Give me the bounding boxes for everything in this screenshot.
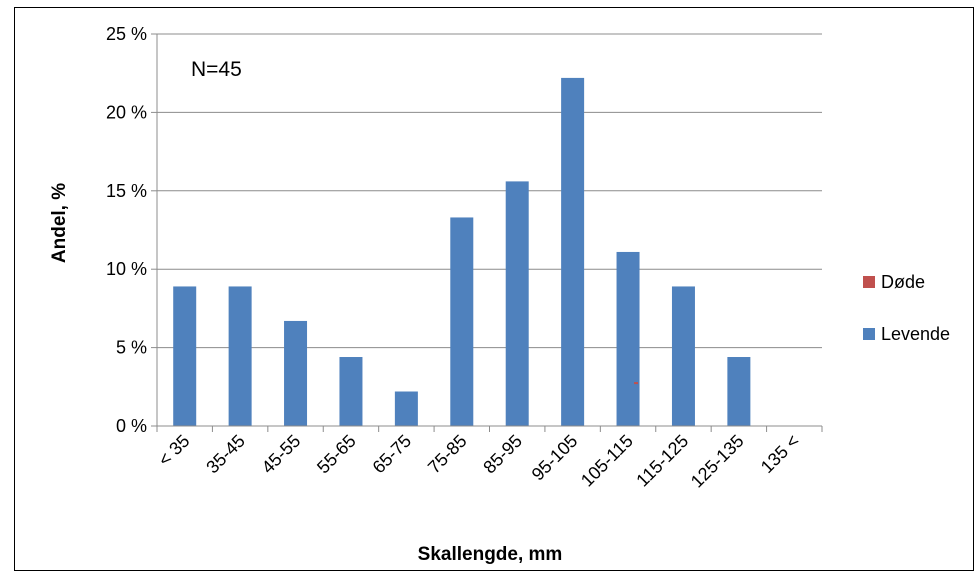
y-tick-label: 25 % bbox=[106, 24, 147, 44]
y-tick-label: 15 % bbox=[106, 181, 147, 201]
bar-levende bbox=[505, 181, 529, 426]
bar-dode-marker bbox=[634, 382, 639, 385]
x-tick-label: 135 < bbox=[757, 431, 803, 477]
x-tick-label: 35-45 bbox=[202, 431, 249, 478]
y-tick-labels: 0 % 5 % 10 % 15 % 20 % 25 % bbox=[106, 24, 147, 436]
x-tick-label: 105-115 bbox=[577, 431, 637, 491]
axes bbox=[151, 33, 823, 432]
x-tick-label: 65-75 bbox=[369, 431, 416, 478]
y-tick-label: 10 % bbox=[106, 259, 147, 279]
x-tick-label: 85-95 bbox=[479, 431, 526, 478]
x-tick-label: 75-85 bbox=[424, 431, 471, 478]
bar-levende bbox=[561, 77, 585, 427]
bar-levende bbox=[173, 286, 197, 426]
x-tick-label: < 35 bbox=[154, 431, 193, 470]
sample-size-annotation: N=45 bbox=[191, 58, 242, 81]
x-tick-label: 125-135 bbox=[687, 431, 748, 492]
legend-swatch bbox=[863, 276, 875, 288]
legend-label: Døde bbox=[881, 272, 925, 292]
y-axis-title: Andel, % bbox=[49, 183, 70, 263]
bars bbox=[173, 77, 751, 427]
y-tick-label: 5 % bbox=[116, 338, 147, 358]
x-tick-labels: < 35 35-45 45-55 55-65 65-75 75-85 85-95 95-105… bbox=[154, 431, 803, 492]
bar-levende bbox=[616, 251, 640, 426]
bar-levende bbox=[727, 357, 751, 426]
bar-levende bbox=[671, 286, 695, 426]
legend-label: Levende bbox=[881, 324, 950, 344]
x-axis-title: Skallengde, mm bbox=[418, 544, 563, 565]
legend: Døde Levende bbox=[863, 272, 950, 344]
y-tick-label: 20 % bbox=[106, 102, 147, 122]
y-tick-label: 0 % bbox=[116, 416, 147, 436]
bar-levende bbox=[339, 357, 363, 426]
legend-swatch bbox=[863, 328, 875, 340]
bar-levende bbox=[450, 217, 474, 426]
gridlines bbox=[157, 33, 822, 349]
x-tick-label: 45-55 bbox=[258, 431, 305, 478]
x-tick-label: 95-105 bbox=[528, 431, 582, 485]
x-tick-label: 115-125 bbox=[632, 431, 692, 491]
bar-chart: 0 % 5 % 10 % 15 % 20 % 25 % < 35 35-45 45-55 55-… bbox=[49, 24, 950, 565]
bar-levende bbox=[284, 320, 308, 426]
bar-levende bbox=[228, 286, 252, 426]
bar-levende bbox=[394, 391, 418, 426]
chart-frame: 0 % 5 % 10 % 15 % 20 % 25 % < 35 35-45 45-55 55-… bbox=[14, 7, 974, 571]
x-tick-label: 55-65 bbox=[313, 431, 360, 478]
